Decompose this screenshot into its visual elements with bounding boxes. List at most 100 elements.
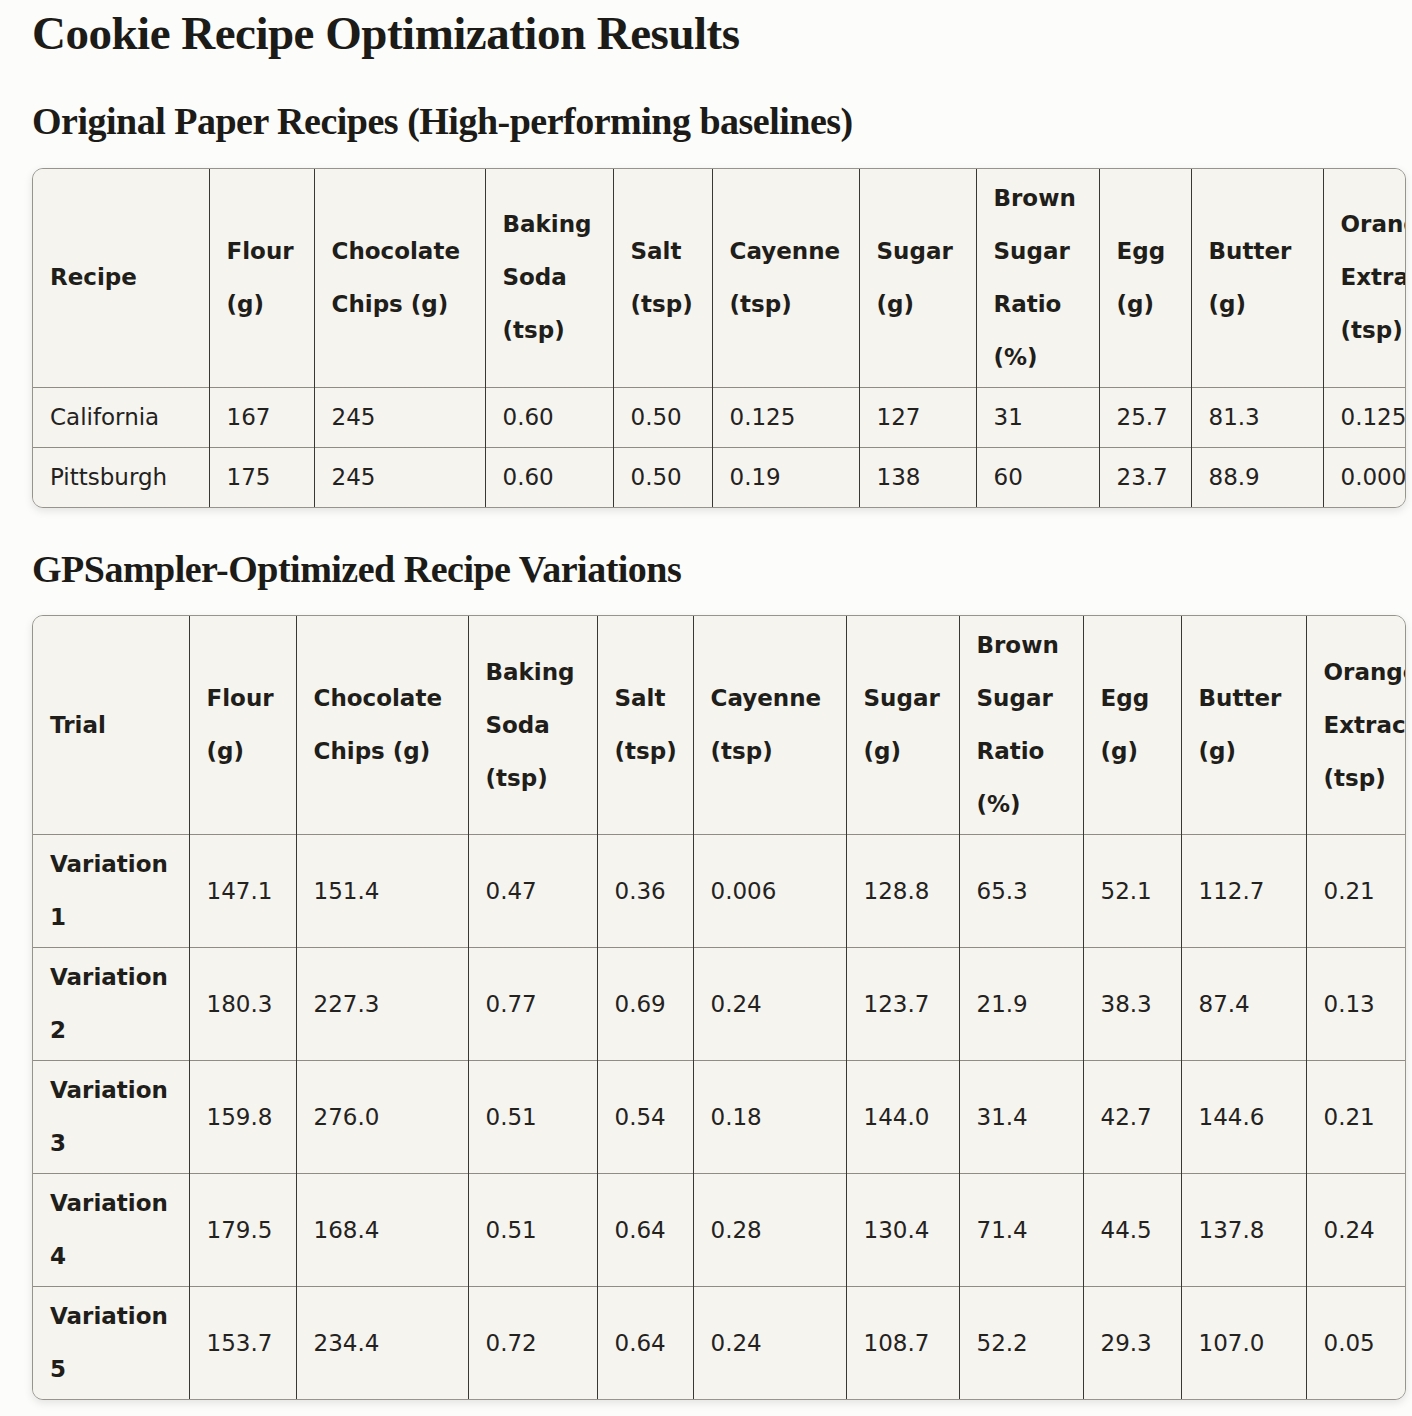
column-header-butter: Butter (g) — [1181, 616, 1306, 835]
table-cell: 44.5 — [1083, 1174, 1181, 1287]
column-header-egg: Egg (g) — [1099, 169, 1191, 388]
table-cell: 0.77 — [468, 948, 597, 1061]
table-cell: 151.4 — [296, 835, 468, 948]
column-header-baking-soda: Baking Soda (tsp) — [468, 616, 597, 835]
column-header-chocolate-chips: Chocolate Chips (g) — [314, 169, 485, 388]
variations-header-row: Trial Flour (g) Chocolate Chips (g) Baki… — [33, 616, 1406, 835]
table-cell: 144.6 — [1181, 1061, 1306, 1174]
table-cell: 31.4 — [959, 1061, 1083, 1174]
table-cell: 52.1 — [1083, 835, 1181, 948]
column-header-flour: Flour (g) — [189, 616, 296, 835]
table-cell: 153.7 — [189, 1287, 296, 1400]
table-cell: 123.7 — [846, 948, 959, 1061]
column-header-recipe: Recipe — [33, 169, 209, 388]
baselines-header-row: Recipe Flour (g) Chocolate Chips (g) Bak… — [33, 169, 1406, 388]
table-cell: 0.21 — [1306, 835, 1406, 948]
table-cell: 0.64 — [597, 1174, 693, 1287]
table-cell: 144.0 — [846, 1061, 959, 1174]
table-row-california: California 167 245 0.60 0.50 0.125 127 3… — [33, 387, 1406, 447]
row-header: Variation 4 — [33, 1174, 189, 1287]
table-cell: 0.50 — [613, 387, 712, 447]
row-header: Variation 3 — [33, 1061, 189, 1174]
table-cell: 52.2 — [959, 1287, 1083, 1400]
table-cell: 234.4 — [296, 1287, 468, 1400]
table-cell: 108.7 — [846, 1287, 959, 1400]
table-cell: 127 — [859, 387, 976, 447]
table-cell: 0.18 — [693, 1061, 846, 1174]
table-cell: 0.21 — [1306, 1061, 1406, 1174]
table-cell: 0.50 — [613, 447, 712, 507]
column-header-chocolate-chips: Chocolate Chips (g) — [296, 616, 468, 835]
table-cell: 65.3 — [959, 835, 1083, 948]
table-cell: 159.8 — [189, 1061, 296, 1174]
table-cell: Pittsburgh — [33, 447, 209, 507]
table-cell: 0.125 — [712, 387, 859, 447]
table-cell: 25.7 — [1099, 387, 1191, 447]
table-cell: 0.24 — [693, 1287, 846, 1400]
table-cell: 137.8 — [1181, 1174, 1306, 1287]
table-cell: 0.72 — [468, 1287, 597, 1400]
table-cell: 0.47 — [468, 835, 597, 948]
table-cell: 0.51 — [468, 1174, 597, 1287]
table-cell: 107.0 — [1181, 1287, 1306, 1400]
table-cell: California — [33, 387, 209, 447]
table-row-pittsburgh: Pittsburgh 175 245 0.60 0.50 0.19 138 60… — [33, 447, 1406, 507]
table-cell: 42.7 — [1083, 1061, 1181, 1174]
variations-table: Trial Flour (g) Chocolate Chips (g) Baki… — [33, 616, 1406, 1399]
table-row-variation-5: Variation 5 153.7 234.4 0.72 0.64 0.24 1… — [33, 1287, 1406, 1400]
column-header-butter: Butter (g) — [1191, 169, 1323, 388]
row-header: Variation 2 — [33, 948, 189, 1061]
table-row-variation-3: Variation 3 159.8 276.0 0.51 0.54 0.18 1… — [33, 1061, 1406, 1174]
table-cell: 179.5 — [189, 1174, 296, 1287]
table-cell: 112.7 — [1181, 835, 1306, 948]
column-header-egg: Egg (g) — [1083, 616, 1181, 835]
table-cell: 0.19 — [712, 447, 859, 507]
table-cell: 38.3 — [1083, 948, 1181, 1061]
table-cell: 0.006 — [693, 835, 846, 948]
table-cell: 147.1 — [189, 835, 296, 948]
table-cell: 168.4 — [296, 1174, 468, 1287]
table-cell: 138 — [859, 447, 976, 507]
table-cell: 87.4 — [1181, 948, 1306, 1061]
document-body: Cookie Recipe Optimization Results Origi… — [0, 6, 1412, 1400]
table-cell: 81.3 — [1191, 387, 1323, 447]
column-header-brown-sugar-ratio: Brown Sugar Ratio (%) — [959, 616, 1083, 835]
table-cell: 175 — [209, 447, 314, 507]
table-cell: 0.36 — [597, 835, 693, 948]
table-cell: 0.69 — [597, 948, 693, 1061]
table-cell: 0.000 — [1323, 447, 1406, 507]
row-header: Variation 1 — [33, 835, 189, 948]
table-cell: 276.0 — [296, 1061, 468, 1174]
table-cell: 31 — [976, 387, 1099, 447]
column-header-cayenne: Cayenne (tsp) — [712, 169, 859, 388]
section-heading-baselines: Original Paper Recipes (High-performing … — [32, 100, 1412, 144]
table-cell: 130.4 — [846, 1174, 959, 1287]
column-header-flour: Flour (g) — [209, 169, 314, 388]
table-row-variation-1: Variation 1 147.1 151.4 0.47 0.36 0.006 … — [33, 835, 1406, 948]
row-header: Variation 5 — [33, 1287, 189, 1400]
table-cell: 128.8 — [846, 835, 959, 948]
baselines-table: Recipe Flour (g) Chocolate Chips (g) Bak… — [33, 169, 1406, 507]
column-header-baking-soda: Baking Soda (tsp) — [485, 169, 613, 388]
table-cell: 60 — [976, 447, 1099, 507]
table-cell: 0.28 — [693, 1174, 846, 1287]
table-cell: 71.4 — [959, 1174, 1083, 1287]
table-cell: 0.60 — [485, 387, 613, 447]
column-header-orange-extract: Orange Extract (tsp) — [1306, 616, 1406, 835]
variations-table-card: Trial Flour (g) Chocolate Chips (g) Baki… — [32, 615, 1406, 1400]
table-cell: 0.125 — [1323, 387, 1406, 447]
table-cell: 0.60 — [485, 447, 613, 507]
table-cell: 167 — [209, 387, 314, 447]
column-header-trial: Trial — [33, 616, 189, 835]
table-cell: 0.24 — [693, 948, 846, 1061]
table-cell: 0.51 — [468, 1061, 597, 1174]
table-cell: 29.3 — [1083, 1287, 1181, 1400]
column-header-sugar: Sugar (g) — [846, 616, 959, 835]
section-heading-variations: GPSampler-Optimized Recipe Variations — [32, 548, 1412, 592]
table-cell: 180.3 — [189, 948, 296, 1061]
table-cell: 0.24 — [1306, 1174, 1406, 1287]
column-header-cayenne: Cayenne (tsp) — [693, 616, 846, 835]
table-cell: 245 — [314, 447, 485, 507]
column-header-orange-extract: Orange Extract (tsp) — [1323, 169, 1406, 388]
table-row-variation-4: Variation 4 179.5 168.4 0.51 0.64 0.28 1… — [33, 1174, 1406, 1287]
